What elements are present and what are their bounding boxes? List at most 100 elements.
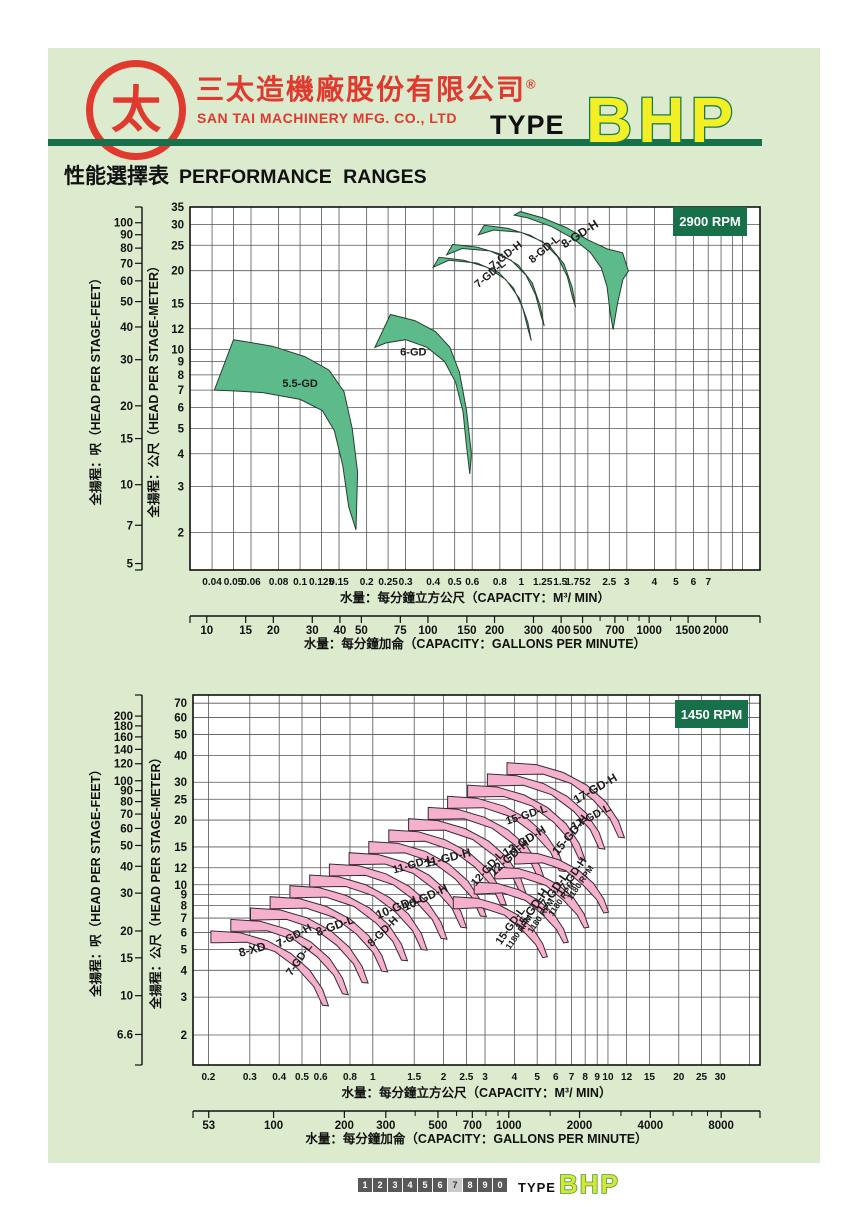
company-logo: 太 (86, 60, 186, 160)
x-tick-m3: 0.6 (465, 577, 479, 588)
x-tick-m3: 0.3 (399, 577, 413, 588)
region-8-GD-L (477, 224, 577, 308)
x-tick-m3: 6 (691, 577, 697, 588)
y-tick-m: 70 (174, 698, 187, 710)
x-tick-gpm: 50 (355, 625, 368, 637)
region-15-GD-L (447, 795, 566, 873)
x-tick-gpm: 30 (306, 625, 319, 637)
x-tick-m3: 0.8 (493, 577, 507, 588)
x-tick-gpm: 1000 (496, 1120, 522, 1132)
x-tick-gpm: 15 (239, 625, 252, 637)
registered-mark: ® (526, 76, 538, 92)
x-tick-m3: 1.5 (407, 1072, 421, 1083)
region-7-GD-L (431, 256, 532, 341)
y-tick-ft: 20 (120, 926, 133, 938)
x-tick-m3: 0.04 (202, 577, 222, 588)
y-tick-ft: 120 (114, 759, 133, 771)
logo-tai-icon: 太 (111, 82, 161, 138)
y-tick-ft: 70 (120, 809, 133, 821)
y-tick-ft: 90 (120, 786, 133, 798)
x-tick-gpm: 500 (428, 1120, 447, 1132)
x-tick-gpm: 8000 (708, 1120, 734, 1132)
y-tick-ft: 50 (120, 297, 133, 309)
company-name-en: SAN TAI MACHINERY MFG. CO., LTD (197, 110, 457, 126)
x-tick-m3: 6 (553, 1072, 559, 1083)
y-tick-ft: 160 (114, 732, 133, 744)
y-tick-m: 5 (181, 944, 188, 956)
y-tick-ft: 15 (120, 434, 133, 446)
x-tick-m3: 0.25 (378, 577, 398, 588)
x-tick-gpm: 10 (200, 625, 213, 637)
x-tick-gpm: 150 (457, 625, 476, 637)
region-5.5-GD (213, 339, 359, 530)
y-tick-m: 3 (181, 992, 187, 1004)
x-axis-m3-labels: 0.2 0.3 0.4 0.5 0.6 0.8 1 1.5 2 2.5 3 4 5 6 7 8 9 10 12 15 2… (201, 1072, 726, 1083)
x-tick-m3: 0.2 (201, 1072, 215, 1083)
x-tick-m3: 2 (441, 1072, 447, 1083)
page-digit-4: 4 (403, 1178, 417, 1192)
y-tick-m: 35 (171, 202, 184, 214)
y-tick-m: 4 (181, 965, 188, 977)
region-11-GD-L (348, 852, 468, 929)
type-label: TYPE (490, 110, 565, 140)
x-tick-gpm: 700 (605, 625, 624, 637)
y-tick-m: 6 (181, 927, 187, 939)
footer-type-label: TYPE (518, 1180, 556, 1195)
footer-type-value-bhp: BHP (558, 1168, 619, 1200)
region-8-GD-H (289, 885, 409, 962)
x-tick-gpm: 200 (485, 625, 504, 637)
x-tick-m3: 0.08 (269, 577, 289, 588)
x-tick-m3: 20 (673, 1072, 685, 1083)
page-title-en: PERFORMANCE RANGES (179, 166, 427, 188)
y-tick-m: 60 (174, 713, 187, 725)
y-axis-feet-title: 全揚程：呎（HEAD PER STAGE-FEET） (88, 763, 103, 998)
y-tick-m: 15 (171, 298, 184, 310)
plot-border (189, 206, 761, 571)
y-tick-m: 25 (171, 240, 184, 252)
x-tick-m3: 0.2 (360, 577, 374, 588)
x-tick-m3: 0.15 (329, 577, 349, 588)
page-digit-7: 7 (448, 1178, 462, 1192)
y-tick-m: 8 (178, 370, 185, 382)
region-17-GD-H-1180rpm (513, 851, 610, 914)
x-tick-m3: 3 (624, 577, 630, 588)
page-digit-5: 5 (418, 1178, 432, 1192)
x-tick-m3: 10 (602, 1072, 614, 1083)
y-tick-ft: 5 (127, 559, 134, 571)
x-axis-m3-title: 水量：每分鐘立方公尺（CAPACITY：M³/ MIN） (340, 590, 610, 605)
x-tick-m3: 2.5 (602, 577, 616, 588)
y-tick-m: 8 (181, 901, 188, 913)
company-name-zh: 三太造機廠股份有限公司® (196, 68, 538, 108)
region-label-text: 8-XD (237, 939, 267, 960)
header-divider-bar (48, 139, 762, 146)
x-tick-gpm: 53 (202, 1120, 215, 1132)
y-tick-m: 20 (174, 815, 187, 827)
page-title: 性能選擇表 PERFORMANCE RANGES (64, 160, 427, 190)
region-7-GD-H (250, 907, 369, 984)
y-tick-m: 12 (171, 324, 184, 336)
x-tick-m3: 1.25 (533, 577, 553, 588)
x-tick-m3: 1 (518, 577, 524, 588)
x-tick-gpm: 100 (418, 625, 437, 637)
x-axis-gpm-ruler: 53 100 200 300 500 700 1000 2000 4000 8000 (192, 1110, 761, 1132)
region-label-text: 6-GD (400, 346, 426, 358)
x-tick-m3: 1 (370, 1072, 376, 1083)
y-tick-m: 15 (174, 842, 187, 854)
region-label-8-XD: 8-XD (237, 939, 267, 960)
y-tick-m: 20 (171, 266, 184, 278)
x-tick-m3: 0.06 (241, 577, 261, 588)
x-tick-m3: 1.5 (553, 577, 567, 588)
x-axis-m3-title: 水量：每分鐘立方公尺（CAPACITY：M³/ MIN） (342, 1085, 612, 1100)
region-7-GD-L (230, 918, 350, 996)
region-15-GD-H (467, 784, 586, 861)
y-tick-m: 25 (174, 794, 187, 806)
y-tick-ft: 10 (120, 480, 133, 492)
x-tick-m3: 3 (482, 1072, 488, 1083)
y-tick-m: 3 (178, 481, 184, 493)
y-tick-ft: 70 (120, 258, 133, 270)
region-10-GD-H (328, 863, 448, 940)
y-tick-ft: 90 (120, 230, 133, 242)
page-digit-9: 9 (478, 1178, 492, 1192)
